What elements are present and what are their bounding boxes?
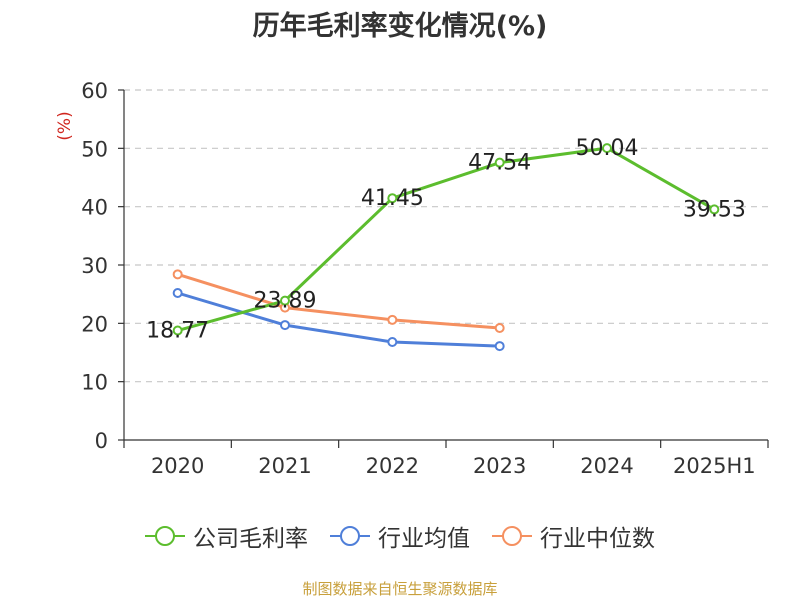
data-point bbox=[172, 325, 183, 336]
legend-marker-icon bbox=[492, 525, 532, 547]
x-tick-label: 2021 bbox=[258, 454, 311, 478]
x-tick-label: 2020 bbox=[151, 454, 204, 478]
legend-marker-icon bbox=[145, 525, 185, 547]
data-point bbox=[280, 320, 290, 331]
y-tick-label: 20 bbox=[81, 312, 108, 336]
series-line bbox=[176, 146, 716, 333]
series-line bbox=[176, 272, 502, 330]
legend-item[interactable]: 行业中位数 bbox=[492, 519, 655, 553]
data-label: 50.04 bbox=[576, 136, 639, 161]
data-label: 41.45 bbox=[361, 186, 424, 211]
chart-title: 历年毛利率变化情况(%) bbox=[252, 11, 548, 42]
source-note: 制图数据来自恒生聚源数据库 bbox=[302, 580, 498, 598]
x-tick-label: 2025H1 bbox=[673, 454, 756, 478]
y-tick-label: 30 bbox=[81, 254, 108, 278]
legend-item[interactable]: 行业均值 bbox=[330, 519, 470, 553]
data-point bbox=[387, 193, 398, 204]
legend-item[interactable]: 公司毛利率 bbox=[145, 519, 308, 553]
data-point bbox=[172, 269, 183, 280]
data-point bbox=[494, 157, 505, 168]
series bbox=[172, 143, 720, 352]
data-point bbox=[387, 314, 398, 325]
y-tick-label: 50 bbox=[81, 137, 108, 161]
data-point bbox=[172, 288, 183, 298]
legend-marker-icon bbox=[330, 525, 370, 547]
data-point bbox=[709, 204, 720, 215]
series-line bbox=[176, 291, 502, 348]
legend: 公司毛利率 行业均值 行业中位数 bbox=[0, 518, 800, 554]
axes: 0 10 20 30 40 50 60 (%) 2020 2021 2022 2023 2024 2025… bbox=[55, 79, 769, 478]
grid-lines bbox=[124, 89, 768, 383]
legend-label: 公司毛利率 bbox=[193, 526, 308, 552]
y-tick-label: 10 bbox=[81, 371, 108, 395]
x-tick-label: 2022 bbox=[366, 454, 419, 478]
x-tick-label: 2023 bbox=[473, 454, 526, 478]
x-tick-label: 2024 bbox=[580, 454, 633, 478]
y-tick-label: 0 bbox=[95, 429, 108, 453]
y-tick-label: 60 bbox=[81, 79, 108, 103]
data-labels: 18.77 23.89 41.45 47.54 50.04 39.53 bbox=[146, 136, 746, 343]
legend-label: 行业中位数 bbox=[540, 526, 655, 552]
data-point bbox=[387, 337, 398, 347]
data-point bbox=[494, 341, 505, 352]
data-point bbox=[494, 323, 505, 333]
data-point bbox=[280, 295, 290, 306]
y-tick-label: 40 bbox=[81, 196, 108, 220]
y-axis-label: (%) bbox=[55, 111, 75, 140]
data-label: 47.54 bbox=[468, 151, 531, 176]
data-label: 39.53 bbox=[683, 197, 746, 222]
data-point bbox=[602, 143, 612, 154]
legend-label: 行业均值 bbox=[378, 526, 470, 552]
data-label: 23.89 bbox=[254, 289, 317, 314]
data-label: 18.77 bbox=[146, 319, 209, 344]
